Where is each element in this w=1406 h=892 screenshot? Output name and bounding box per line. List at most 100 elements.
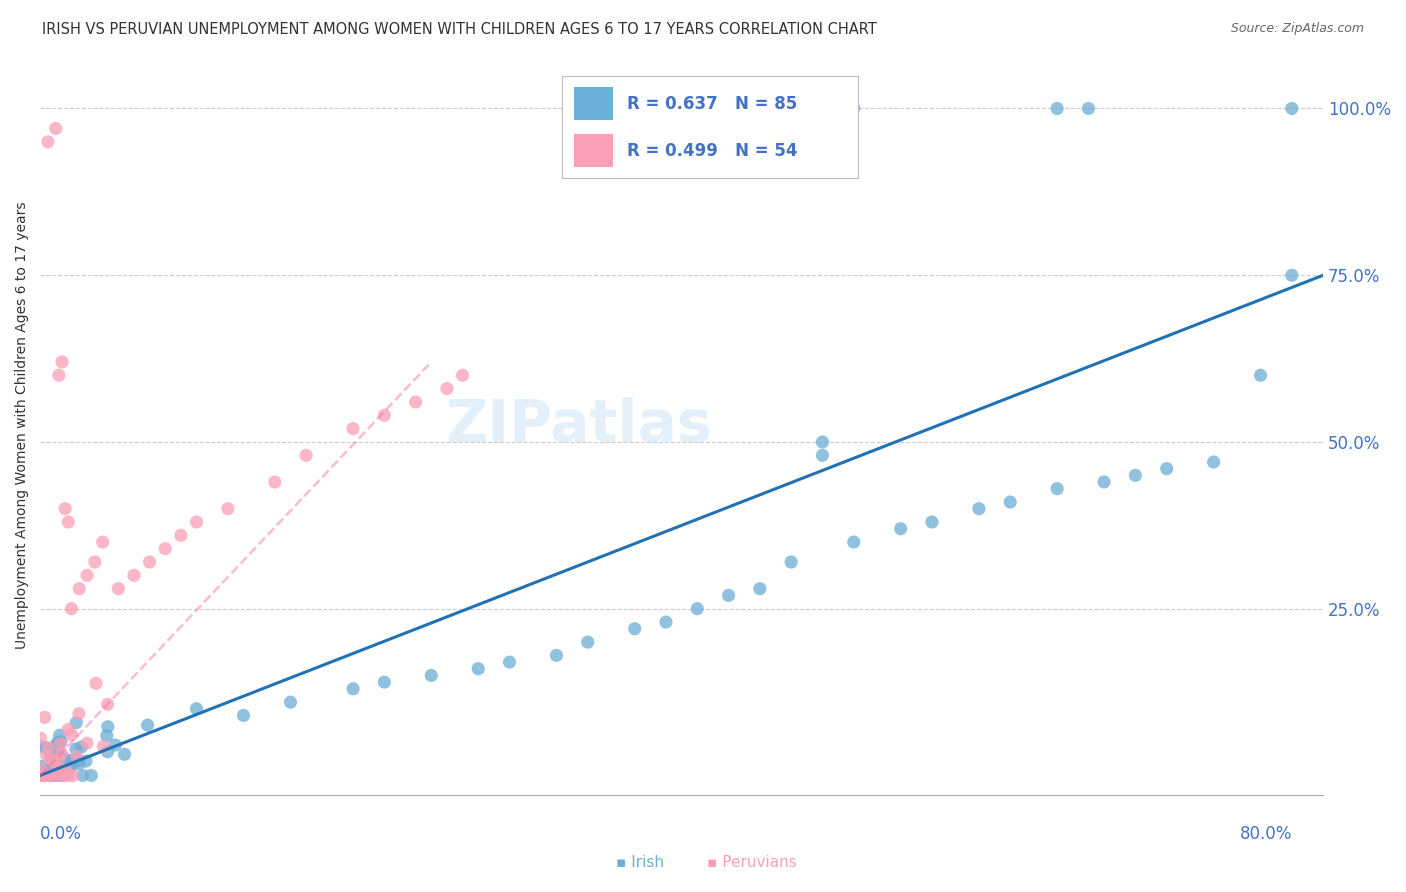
Point [72,768,94,782]
Point [1156,461,1178,475]
Point [80,768,103,782]
Point [46,768,69,782]
Point [655,615,678,629]
Point [842,102,865,116]
Point [48,764,70,778]
Point [67,706,90,721]
Point [49,737,72,751]
Point [138,555,160,569]
Point [46,737,69,751]
Point [51,768,73,782]
Text: R = 0.499   N = 54: R = 0.499 N = 54 [627,142,797,160]
Point [30,762,52,776]
Point [1281,102,1303,116]
Point [717,588,740,602]
Point [1250,368,1272,383]
Point [97,720,120,734]
Point [405,395,427,409]
Point [114,747,136,762]
Text: Source: ZipAtlas.com: Source: ZipAtlas.com [1230,22,1364,36]
Point [104,738,127,752]
Point [30,739,52,754]
Point [66,749,89,764]
Text: 0.0%: 0.0% [41,825,82,844]
Point [60,601,83,615]
Point [686,601,709,615]
Point [373,675,395,690]
Point [39,749,62,764]
Point [30,731,52,746]
Point [1092,475,1115,489]
Point [576,635,599,649]
Text: ▪ Peruvians: ▪ Peruvians [707,855,797,870]
Point [45,755,67,769]
Point [35,768,58,782]
Point [921,515,943,529]
Point [42,741,65,756]
Point [97,698,120,712]
Point [498,655,520,669]
Point [1125,468,1147,483]
Point [31,768,53,782]
Point [34,768,56,782]
FancyBboxPatch shape [574,135,613,167]
Point [467,662,489,676]
Point [35,740,58,755]
Point [60,753,83,767]
Text: 80.0%: 80.0% [1240,825,1292,844]
Point [70,739,93,754]
Point [170,528,193,542]
Point [42,755,65,769]
Point [186,515,208,529]
Point [53,751,76,765]
Point [58,515,80,529]
Point [1202,455,1225,469]
Point [46,735,69,749]
Point [91,535,114,549]
Point [38,768,60,782]
Point [38,763,60,777]
Point [217,501,239,516]
Text: ▪ Irish: ▪ Irish [616,855,664,870]
Point [53,501,76,516]
Point [76,568,98,582]
Point [155,541,177,556]
Point [41,768,63,782]
Point [44,753,66,767]
Point [811,448,834,462]
Point [51,746,73,760]
Point [34,710,56,724]
Point [623,622,645,636]
Point [48,728,70,742]
Point [67,754,90,768]
Point [842,535,865,549]
Text: ZIPatlas: ZIPatlas [446,397,713,454]
Point [263,475,285,489]
Point [37,768,59,782]
FancyBboxPatch shape [574,87,613,120]
Point [83,555,105,569]
Point [998,495,1021,509]
Point [420,668,443,682]
Point [75,754,97,768]
Point [31,764,53,778]
Point [34,768,56,782]
Point [546,648,568,663]
Text: R = 0.637   N = 85: R = 0.637 N = 85 [627,95,797,112]
Point [31,759,53,773]
Point [967,501,990,516]
Point [1046,482,1069,496]
Point [1077,102,1099,116]
Point [67,582,90,596]
Point [31,768,53,782]
Point [51,768,73,782]
Point [45,121,67,136]
Point [65,742,87,756]
Point [49,734,72,748]
Point [38,768,60,782]
Point [62,768,84,782]
Point [436,382,458,396]
Point [93,739,115,754]
Point [42,768,65,782]
Point [37,135,59,149]
